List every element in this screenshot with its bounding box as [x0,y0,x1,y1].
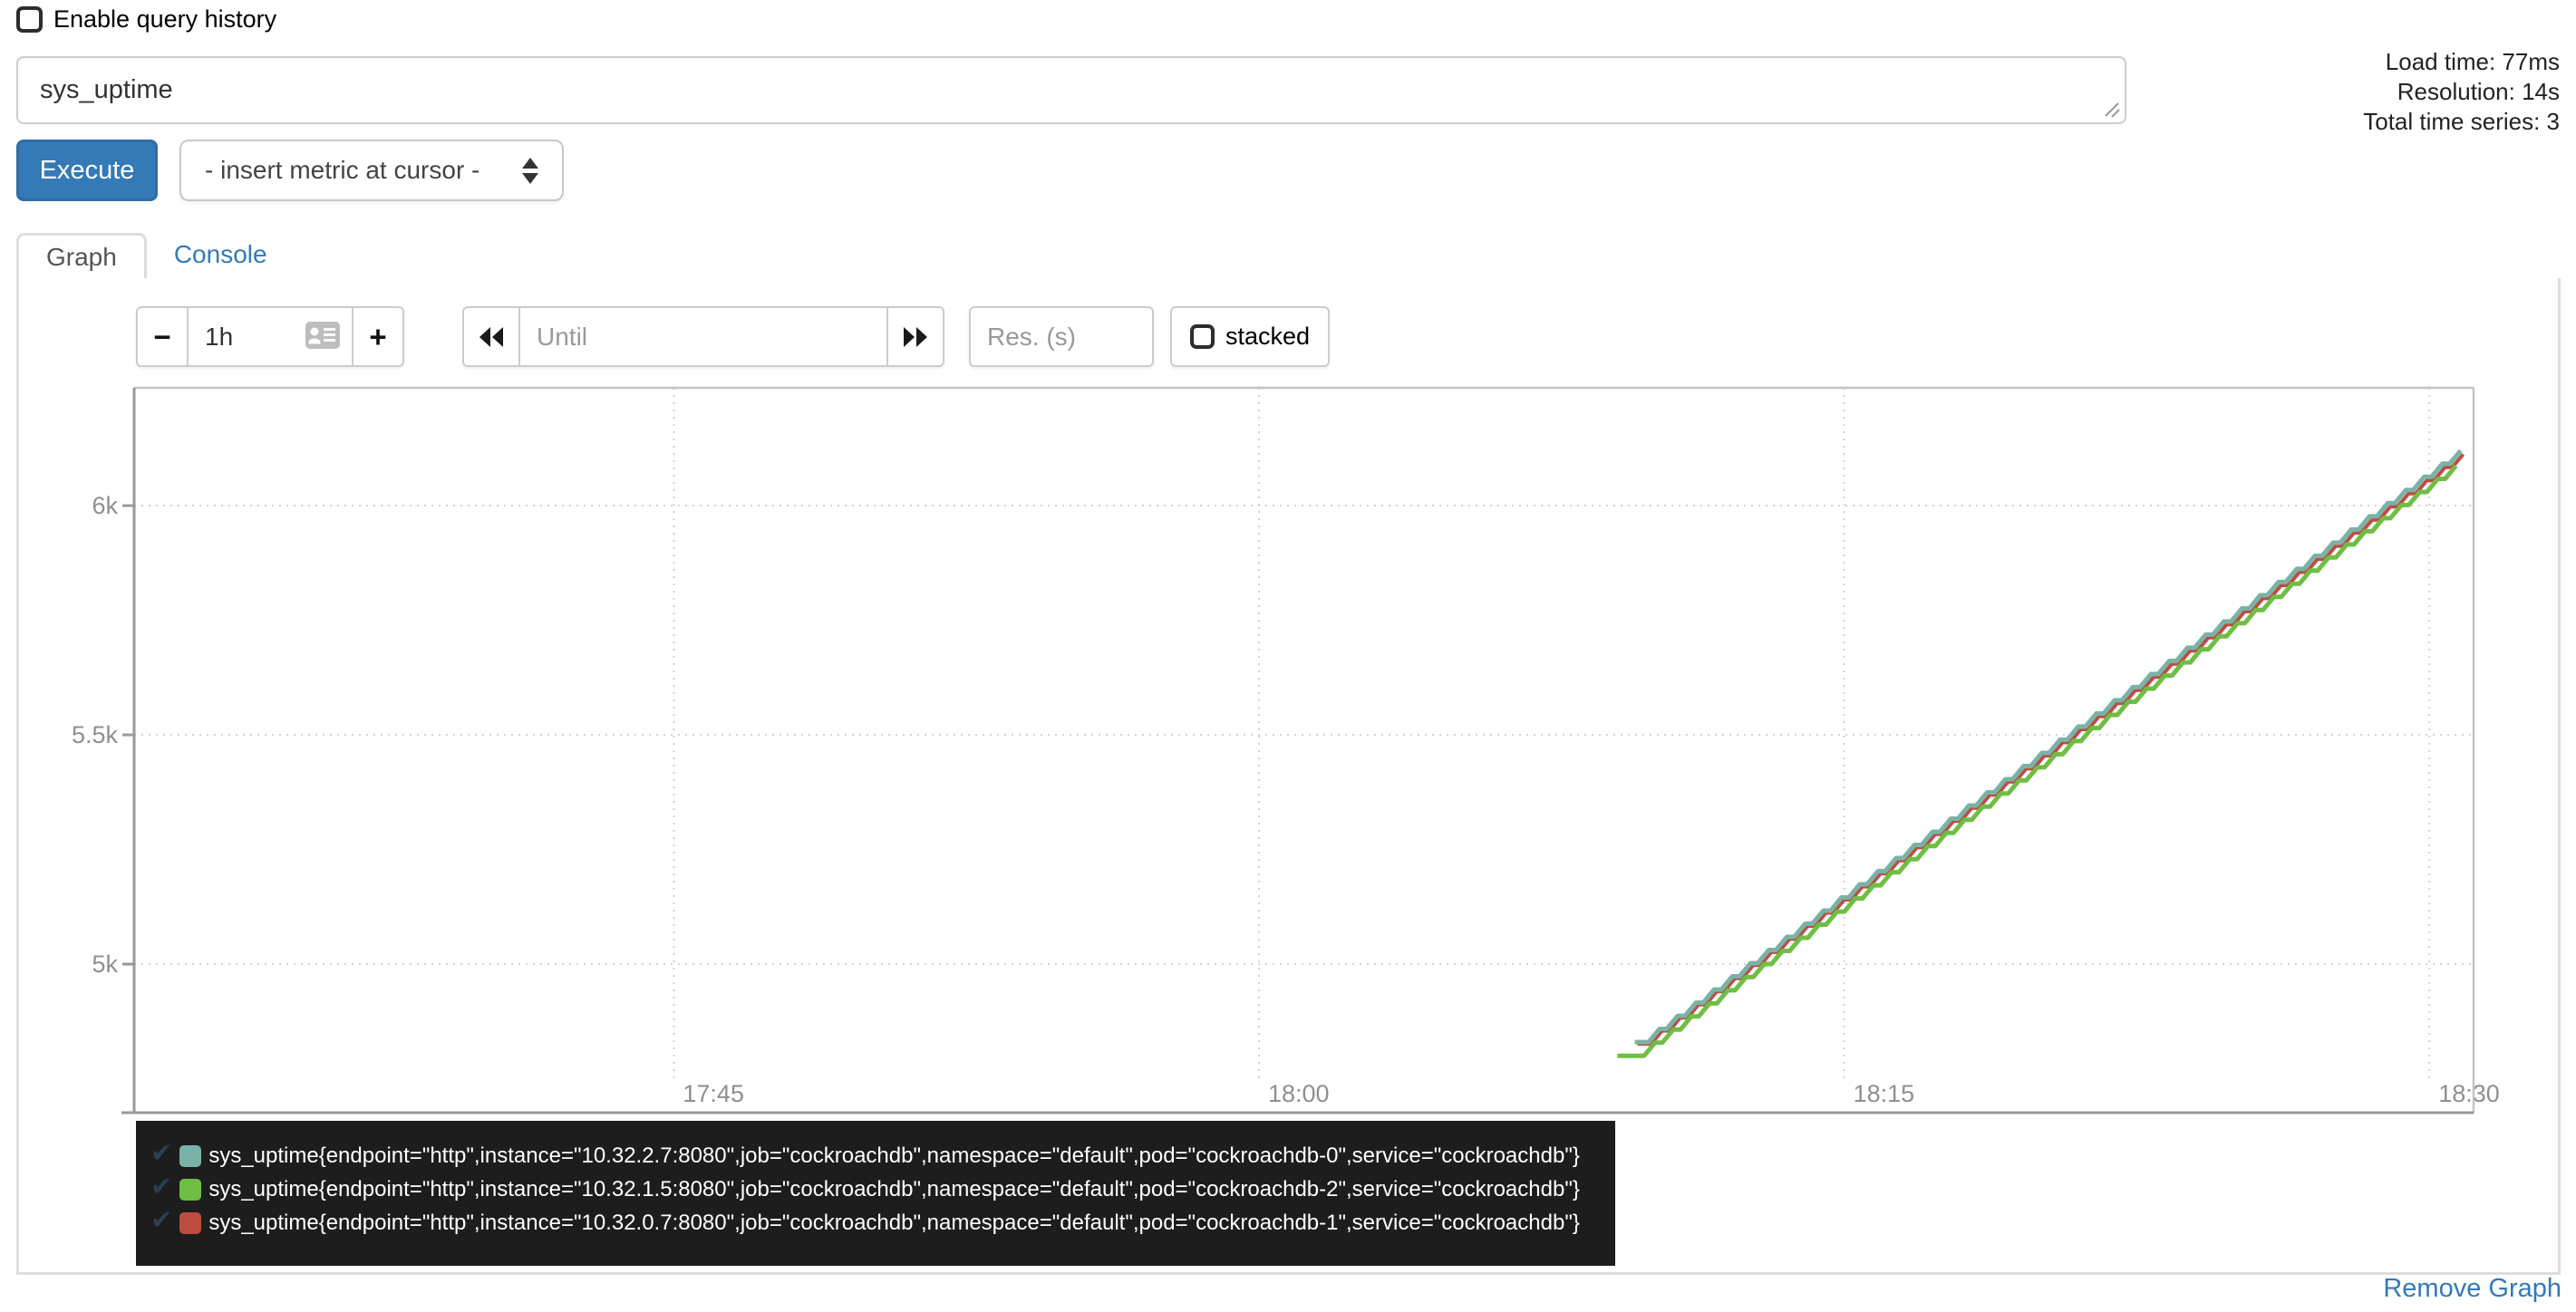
time-shift-group [462,306,944,367]
range-decrease-button[interactable]: − [138,308,189,365]
graph-controls: − + [136,306,1331,367]
graph-console-tabs: Graph Console [16,233,2561,281]
legend-label: sys_uptime{endpoint="http",instance="10.… [208,1210,1580,1235]
range-control-group: − + [136,306,404,367]
stacked-checkbox-icon[interactable] [1190,324,1215,349]
stacked-label: stacked [1225,323,1311,350]
remove-graph-link[interactable]: Remove Graph [2383,1274,2561,1303]
legend-label: sys_uptime{endpoint="http",instance="10.… [208,1143,1580,1168]
range-increase-button[interactable]: + [352,308,402,365]
query-stats: Load time: 77ms Resolution: 14s Total ti… [2363,47,2560,137]
svg-text:5.5k: 5.5k [72,721,119,748]
series-line-cockroachdb-2 [1617,464,2458,1058]
tab-graph[interactable]: Graph [16,233,147,281]
legend-label: sys_uptime{endpoint="http",instance="10.… [208,1176,1580,1201]
history-checkbox-icon[interactable] [16,6,43,33]
legend-swatch-teal [179,1144,202,1167]
legend-check-icon[interactable]: ✔ [150,1206,173,1235]
rewind-icon [479,326,503,347]
svg-text:17:45: 17:45 [683,1080,744,1107]
fast-forward-icon [904,326,927,347]
query-input-wrap: sys_uptime [16,56,2126,124]
tab-console[interactable]: Console [173,240,267,268]
svg-text:6k: 6k [92,492,118,519]
insert-metric-select-value: - insert metric at cursor - [205,156,480,184]
chart-legend: ✔ sys_uptime{endpoint="http",instance="1… [136,1121,1615,1266]
legend-swatch-red [179,1211,202,1234]
fast-forward-button[interactable] [886,308,943,365]
total-series: Total time series: 3 [2363,108,2560,135]
legend-item[interactable]: ✔ sys_uptime{endpoint="http",instance="1… [150,1139,1615,1172]
legend-check-icon[interactable]: ✔ [150,1139,173,1168]
until-input[interactable] [520,308,886,365]
rewind-button[interactable] [464,308,520,365]
insert-metric-select[interactable]: - insert metric at cursor - [179,140,564,201]
legend-item[interactable]: ✔ sys_uptime{endpoint="http",instance="1… [150,1172,1615,1206]
legend-swatch-green [179,1178,202,1201]
select-arrows-icon [522,157,538,184]
execute-button[interactable]: Execute [16,140,158,201]
load-time: Load time: 77ms [2385,48,2560,75]
graph-panel: − + [16,278,2561,1275]
svg-text:18:15: 18:15 [1854,1080,1915,1107]
svg-text:18:30: 18:30 [2438,1080,2500,1107]
datepicker-card-icon[interactable] [305,321,341,350]
uptime-chart[interactable]: 5k 5.5k 6k 17:45 18:00 18:15 18:30 [19,380,2548,1117]
stacked-toggle[interactable]: stacked [1170,306,1331,367]
resolution: Resolution: 14s [2397,78,2560,105]
history-checkbox-label: Enable query history [53,5,277,33]
legend-check-icon[interactable]: ✔ [150,1172,173,1201]
resolution-box [969,306,1154,367]
svg-text:5k: 5k [92,950,118,978]
query-history-toggle[interactable]: Enable query history [16,5,276,34]
query-expression-input[interactable]: sys_uptime [16,56,2126,124]
resolution-input[interactable] [971,308,1152,365]
range-input-box [189,308,352,365]
series-line-cockroachdb-0 [1634,449,2463,1045]
svg-text:18:00: 18:00 [1268,1080,1330,1107]
legend-item[interactable]: ✔ sys_uptime{endpoint="http",instance="1… [150,1206,1615,1240]
